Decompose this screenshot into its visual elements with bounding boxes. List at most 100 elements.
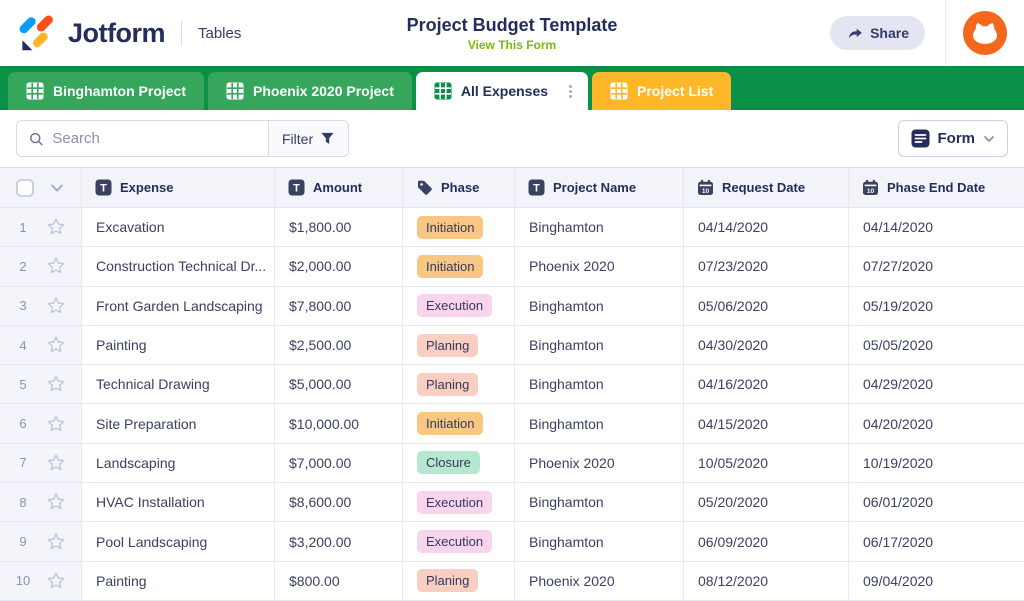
phase-cell[interactable]: Initiation	[403, 208, 515, 247]
phase-end-date-cell[interactable]: 04/29/2020	[863, 376, 934, 393]
table-row[interactable]: 7 Landscaping $7,000.00 Closure Phoenix …	[0, 443, 1024, 484]
avatar[interactable]	[963, 11, 1007, 55]
table-row[interactable]: 1 Excavation $1,800.00 Initiation Bingha…	[0, 208, 1024, 248]
project-name-cell[interactable]: Phoenix 2020	[515, 443, 684, 483]
amount-cell[interactable]: $3,200.00	[275, 522, 403, 561]
request-date-cell[interactable]: 04/30/2020	[684, 325, 849, 365]
request-date-cell[interactable]: 04/16/2020	[684, 365, 849, 404]
star-icon[interactable]	[46, 217, 66, 237]
project-name-cell[interactable]: Binghamton	[515, 483, 684, 522]
expense-cell[interactable]: Front Garden Landscaping	[82, 286, 275, 325]
star-icon[interactable]	[46, 492, 66, 512]
phase-cell[interactable]: Initiation	[403, 404, 515, 443]
phase-cell[interactable]: Execution	[403, 483, 515, 522]
phase-end-date-cell[interactable]: 06/17/2020	[863, 533, 934, 550]
amount-cell[interactable]: $2,500.00	[275, 325, 403, 365]
column-header-request-date[interactable]: 10 Request Date	[684, 168, 849, 207]
tab-project-list[interactable]: Project List	[592, 72, 732, 110]
brand-group[interactable]: Jotform Tables	[0, 13, 241, 53]
column-header-phase[interactable]: Phase	[403, 168, 515, 207]
amount-cell[interactable]: $5,000.00	[275, 365, 403, 404]
phase-cell[interactable]: Planing	[403, 365, 515, 404]
amount-cell[interactable]: $7,000.00	[275, 443, 403, 483]
phase-cell[interactable]: Planing	[403, 325, 515, 365]
phase-cell[interactable]: Execution	[403, 522, 515, 561]
expense-cell[interactable]: Excavation	[82, 208, 275, 247]
table-row[interactable]: 8 HVAC Installation $8,600.00 Execution …	[0, 483, 1024, 523]
request-date-cell[interactable]: 08/12/2020	[684, 561, 849, 600]
expense-cell[interactable]: Painting	[82, 325, 275, 365]
filter-button[interactable]: Filter	[268, 120, 350, 157]
project-name-cell[interactable]: Binghamton	[515, 365, 684, 404]
column-header-project-name[interactable]: T Project Name	[515, 168, 684, 207]
tab-all-expenses-active[interactable]: All Expenses	[415, 72, 589, 110]
column-header-amount[interactable]: T Amount	[275, 168, 403, 207]
amount-cell[interactable]: $7,800.00	[275, 286, 403, 325]
star-icon[interactable]	[46, 296, 66, 316]
phase-end-date-cell[interactable]: 10/19/2020	[863, 454, 934, 471]
select-all-checkbox[interactable]	[15, 178, 34, 197]
star-icon[interactable]	[46, 414, 66, 434]
table-row[interactable]: 2 Construction Technical Dr... $2,000.00…	[0, 247, 1024, 287]
request-date-cell[interactable]: 10/05/2020	[684, 443, 849, 483]
tab-phoenix-2020-project[interactable]: Phoenix 2020 Project	[208, 72, 412, 110]
table-row[interactable]: 10 Painting $800.00 Planing Phoenix 2020…	[0, 561, 1024, 601]
phase-end-date-cell[interactable]: 05/05/2020	[863, 337, 934, 354]
amount-cell[interactable]: $2,000.00	[275, 247, 403, 286]
column-header-expense[interactable]: T Expense	[82, 168, 275, 207]
request-date-cell[interactable]: 05/06/2020	[684, 286, 849, 325]
table-row[interactable]: 6 Site Preparation $10,000.00 Initiation…	[0, 404, 1024, 444]
star-icon[interactable]	[46, 453, 66, 473]
phase-cell[interactable]: Initiation	[403, 247, 515, 286]
project-name-cell[interactable]: Binghamton	[515, 404, 684, 443]
phase-end-date-cell[interactable]: 04/14/2020	[863, 219, 934, 236]
expense-cell[interactable]: HVAC Installation	[82, 483, 275, 522]
project-name-cell[interactable]: Binghamton	[515, 325, 684, 365]
table-row[interactable]: 4 Painting $2,500.00 Planing Binghamton …	[0, 325, 1024, 366]
star-icon[interactable]	[46, 532, 66, 552]
request-date-cell[interactable]: 05/20/2020	[684, 483, 849, 522]
expense-cell[interactable]: Technical Drawing	[82, 365, 275, 404]
expense-cell[interactable]: Site Preparation	[82, 404, 275, 443]
amount-cell[interactable]: $800.00	[275, 561, 403, 600]
star-icon[interactable]	[46, 335, 66, 355]
table-row[interactable]: 9 Pool Landscaping $3,200.00 Execution B…	[0, 522, 1024, 562]
project-name-cell[interactable]: Phoenix 2020	[515, 247, 684, 286]
star-icon[interactable]	[46, 374, 66, 394]
project-name-cell[interactable]: Phoenix 2020	[515, 561, 684, 600]
form-view-button[interactable]: Form	[897, 120, 1008, 157]
expense-cell[interactable]: Construction Technical Dr...	[82, 247, 275, 286]
amount-cell[interactable]: $10,000.00	[275, 404, 403, 443]
table-row[interactable]: 5 Technical Drawing $5,000.00 Planing Bi…	[0, 365, 1024, 405]
request-date-cell[interactable]: 04/15/2020	[684, 404, 849, 443]
amount-cell[interactable]: $8,600.00	[275, 483, 403, 522]
phase-cell[interactable]: Planing	[403, 561, 515, 600]
phase-end-date-cell[interactable]: 05/19/2020	[863, 297, 934, 314]
phase-cell[interactable]: Closure	[403, 443, 515, 483]
table-row[interactable]: 3 Front Garden Landscaping $7,800.00 Exe…	[0, 286, 1024, 326]
expense-cell[interactable]: Pool Landscaping	[82, 522, 275, 561]
project-name-cell[interactable]: Binghamton	[515, 286, 684, 325]
phase-end-date-cell[interactable]: 09/04/2020	[863, 572, 934, 589]
request-date-cell[interactable]: 06/09/2020	[684, 522, 849, 561]
request-date-cell[interactable]: 07/23/2020	[684, 247, 849, 286]
project-name-cell[interactable]: Binghamton	[515, 522, 684, 561]
star-icon[interactable]	[46, 571, 66, 591]
phase-cell[interactable]: Execution	[403, 286, 515, 325]
view-this-form-link[interactable]: View This Form	[467, 37, 557, 52]
request-date-cell[interactable]: 04/14/2020	[684, 208, 849, 247]
search-input[interactable]	[52, 130, 256, 147]
star-icon[interactable]	[46, 256, 66, 276]
share-button[interactable]: Share	[830, 16, 925, 50]
column-header-phase-end-date[interactable]: 10 Phase End Date	[849, 168, 1024, 207]
phase-end-date-cell[interactable]: 06/01/2020	[863, 494, 934, 511]
tab-options-kebab-icon[interactable]	[563, 81, 578, 102]
expense-cell[interactable]: Landscaping	[82, 443, 275, 483]
phase-end-date-cell[interactable]: 04/20/2020	[863, 415, 934, 432]
project-name-cell[interactable]: Binghamton	[515, 208, 684, 247]
chevron-down-icon[interactable]	[49, 180, 65, 196]
phase-end-date-cell[interactable]: 07/27/2020	[863, 258, 934, 275]
tab-binghamton-project[interactable]: Binghamton Project	[8, 72, 205, 110]
amount-cell[interactable]: $1,800.00	[275, 208, 403, 247]
expense-cell[interactable]: Painting	[82, 561, 275, 600]
